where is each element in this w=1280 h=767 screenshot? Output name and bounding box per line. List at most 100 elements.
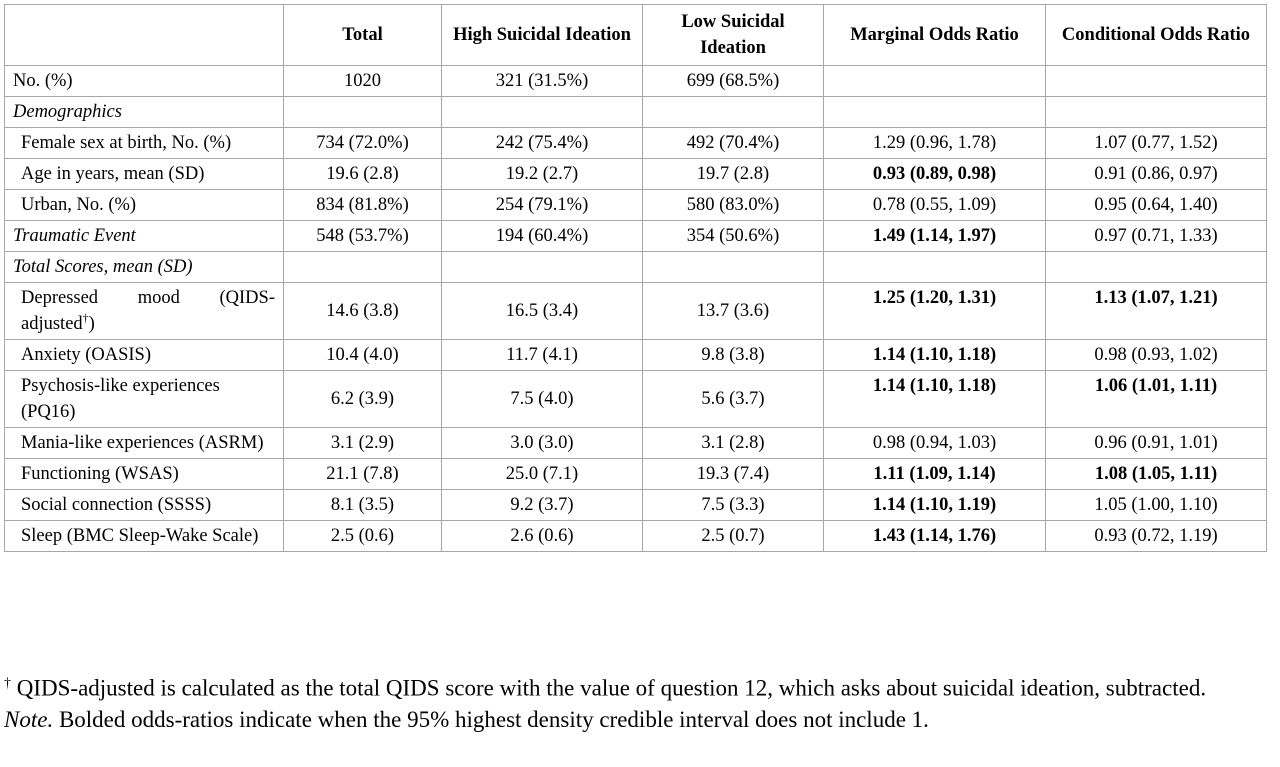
cell-low: 354 (50.6%) xyxy=(642,220,824,252)
cell-conditional xyxy=(1045,65,1267,97)
cell-marginal: 1.29 (0.96, 1.78) xyxy=(823,127,1046,159)
cell-high: 254 (79.1%) xyxy=(441,189,643,221)
table-row: Functioning (WSAS) 21.1 (7.8) 25.0 (7.1)… xyxy=(4,458,1267,490)
cell-marginal: 1.14 (1.10, 1.19) xyxy=(823,489,1046,521)
row-label: Urban, No. (%) xyxy=(4,189,284,221)
cell-high: 11.7 (4.1) xyxy=(441,339,643,371)
cell-marginal: 0.93 (0.89, 0.98) xyxy=(823,158,1046,190)
cell-total: 8.1 (3.5) xyxy=(283,489,442,521)
cell-total: 834 (81.8%) xyxy=(283,189,442,221)
cell-marginal: 1.14 (1.10, 1.18) xyxy=(823,339,1046,371)
cell-high: 25.0 (7.1) xyxy=(441,458,643,490)
cell-conditional: 0.97 (0.71, 1.33) xyxy=(1045,220,1267,252)
cell-total: 3.1 (2.9) xyxy=(283,427,442,459)
cell-marginal: 1.43 (1.14, 1.76) xyxy=(823,520,1046,552)
row-label: Depressed mood (QIDS-adjusted†) xyxy=(4,282,284,340)
cell-total: 2.5 (0.6) xyxy=(283,520,442,552)
table-row: No. (%) 1020 321 (31.5%) 699 (68.5%) xyxy=(4,65,1267,97)
empty-cell xyxy=(823,96,1046,128)
table-row: Depressed mood (QIDS-adjusted†) 14.6 (3.… xyxy=(4,282,1267,340)
note-text: Bolded odds-ratios indicate when the 95%… xyxy=(53,706,929,732)
cell-low: 13.7 (3.6) xyxy=(642,282,824,340)
section-row-scores: Total Scores, mean (SD) xyxy=(4,251,1267,283)
cell-conditional: 0.98 (0.93, 1.02) xyxy=(1045,339,1267,371)
row-label: Sleep (BMC Sleep-Wake Scale) xyxy=(4,520,284,552)
cell-conditional: 1.08 (1.05, 1.11) xyxy=(1045,458,1267,490)
empty-cell xyxy=(283,96,442,128)
table-row: Psychosis-like experiences (PQ16) 6.2 (3… xyxy=(4,370,1267,428)
cell-low: 2.5 (0.7) xyxy=(642,520,824,552)
cell-high: 16.5 (3.4) xyxy=(441,282,643,340)
cell-total: 19.6 (2.8) xyxy=(283,158,442,190)
header-row: Total High Suicidal Ideation Low Suicida… xyxy=(4,4,1267,66)
header-total: Total xyxy=(283,4,442,66)
cell-marginal: 0.98 (0.94, 1.03) xyxy=(823,427,1046,459)
table-row: Sleep (BMC Sleep-Wake Scale) 2.5 (0.6) 2… xyxy=(4,520,1267,552)
cell-total: 6.2 (3.9) xyxy=(283,370,442,428)
cell-total: 10.4 (4.0) xyxy=(283,339,442,371)
footnote-text: QIDS-adjusted is calculated as the total… xyxy=(11,675,1207,701)
empty-cell xyxy=(1045,96,1267,128)
row-label-end: ) xyxy=(88,314,95,334)
row-label: Traumatic Event xyxy=(4,220,284,252)
table-notes: † QIDS-adjusted is calculated as the tot… xyxy=(4,668,1280,735)
row-label: Psychosis-like experiences (PQ16) xyxy=(4,370,284,428)
cell-high: 194 (60.4%) xyxy=(441,220,643,252)
cell-conditional: 0.93 (0.72, 1.19) xyxy=(1045,520,1267,552)
cell-high: 9.2 (3.7) xyxy=(441,489,643,521)
cell-conditional: 1.05 (1.00, 1.10) xyxy=(1045,489,1267,521)
cell-total: 21.1 (7.8) xyxy=(283,458,442,490)
row-label: Mania-like experiences (ASRM) xyxy=(4,427,284,459)
cell-low: 7.5 (3.3) xyxy=(642,489,824,521)
section-row-demographics: Demographics xyxy=(4,96,1267,128)
cell-conditional: 1.07 (0.77, 1.52) xyxy=(1045,127,1267,159)
row-label: Anxiety (OASIS) xyxy=(4,339,284,371)
cell-marginal: 1.49 (1.14, 1.97) xyxy=(823,220,1046,252)
table-row: Urban, No. (%) 834 (81.8%) 254 (79.1%) 5… xyxy=(4,189,1267,221)
cell-conditional: 0.91 (0.86, 0.97) xyxy=(1045,158,1267,190)
empty-cell xyxy=(642,96,824,128)
cell-high: 19.2 (2.7) xyxy=(441,158,643,190)
table-row: Anxiety (OASIS) 10.4 (4.0) 11.7 (4.1) 9.… xyxy=(4,339,1267,371)
cell-marginal: 0.78 (0.55, 1.09) xyxy=(823,189,1046,221)
cell-total: 14.6 (3.8) xyxy=(283,282,442,340)
cell-high: 242 (75.4%) xyxy=(441,127,643,159)
header-high-si: High Suicidal Ideation xyxy=(441,4,643,66)
cell-high: 7.5 (4.0) xyxy=(441,370,643,428)
cell-low: 580 (83.0%) xyxy=(642,189,824,221)
cell-high: 321 (31.5%) xyxy=(441,65,643,97)
table-row: Mania-like experiences (ASRM) 3.1 (2.9) … xyxy=(4,427,1267,459)
results-table: Total High Suicidal Ideation Low Suicida… xyxy=(4,4,1267,552)
empty-cell xyxy=(1045,251,1267,283)
table-row: Age in years, mean (SD) 19.6 (2.8) 19.2 … xyxy=(4,158,1267,190)
cell-total: 1020 xyxy=(283,65,442,97)
cell-total: 734 (72.0%) xyxy=(283,127,442,159)
note-label: Note. xyxy=(4,706,54,732)
header-marginal-or: Marginal Odds Ratio xyxy=(823,4,1046,66)
cell-marginal: 1.25 (1.20, 1.31) xyxy=(823,282,1046,340)
header-blank xyxy=(4,4,284,66)
cell-low: 3.1 (2.8) xyxy=(642,427,824,459)
section-heading: Demographics xyxy=(4,96,284,128)
cell-low: 19.3 (7.4) xyxy=(642,458,824,490)
cell-low: 492 (70.4%) xyxy=(642,127,824,159)
row-label: No. (%) xyxy=(4,65,284,97)
header-conditional-or: Conditional Odds Ratio xyxy=(1045,4,1267,66)
cell-marginal: 1.14 (1.10, 1.18) xyxy=(823,370,1046,428)
cell-conditional: 1.06 (1.01, 1.11) xyxy=(1045,370,1267,428)
empty-cell xyxy=(441,251,643,283)
cell-marginal: 1.11 (1.09, 1.14) xyxy=(823,458,1046,490)
cell-total: 548 (53.7%) xyxy=(283,220,442,252)
row-label: Social connection (SSSS) xyxy=(4,489,284,521)
table-row: Traumatic Event 548 (53.7%) 194 (60.4%) … xyxy=(4,220,1267,252)
cell-marginal xyxy=(823,65,1046,97)
dagger-footnote: † QIDS-adjusted is calculated as the tot… xyxy=(4,668,1280,704)
empty-cell xyxy=(283,251,442,283)
footnote-dagger: † xyxy=(4,676,11,691)
section-heading: Total Scores, mean (SD) xyxy=(4,251,284,283)
note-line: Note. Bolded odds-ratios indicate when t… xyxy=(4,704,1280,735)
row-label: Functioning (WSAS) xyxy=(4,458,284,490)
cell-low: 5.6 (3.7) xyxy=(642,370,824,428)
cell-conditional: 1.13 (1.07, 1.21) xyxy=(1045,282,1267,340)
empty-cell xyxy=(823,251,1046,283)
